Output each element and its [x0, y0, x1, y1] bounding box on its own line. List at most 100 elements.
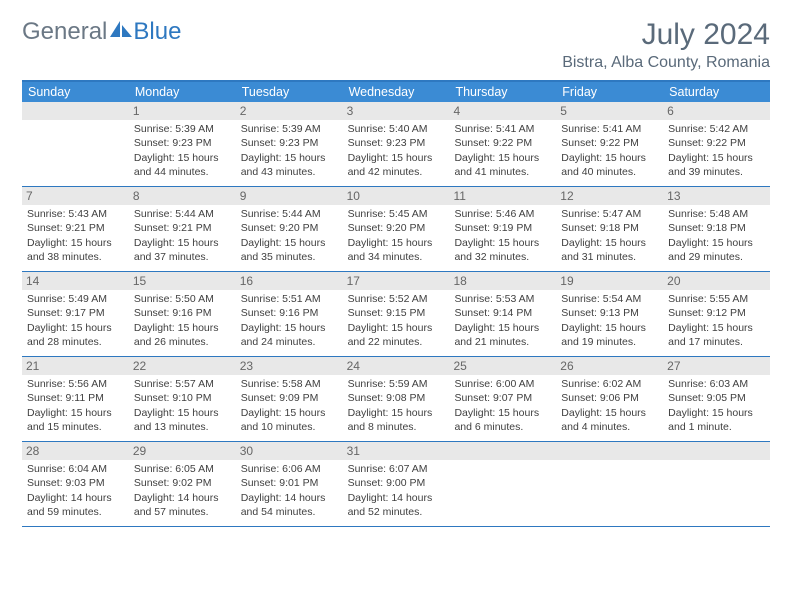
sunset-line: Sunset: 9:21 PM [27, 221, 124, 235]
day-number: 31 [343, 442, 450, 460]
sunset-line: Sunset: 9:10 PM [134, 391, 231, 405]
daylight-line: Daylight: 15 hours and 42 minutes. [348, 151, 445, 179]
sunset-line: Sunset: 9:09 PM [241, 391, 338, 405]
sunset-line: Sunset: 9:22 PM [561, 136, 658, 150]
day-number: 25 [449, 357, 556, 375]
sunset-line: Sunset: 9:18 PM [668, 221, 765, 235]
sunrise-line: Sunrise: 5:41 AM [561, 122, 658, 136]
sunset-line: Sunset: 9:16 PM [241, 306, 338, 320]
sunrise-line: Sunrise: 5:39 AM [134, 122, 231, 136]
day-number: 3 [343, 102, 450, 120]
calendar-grid: SundayMondayTuesdayWednesdayThursdayFrid… [22, 80, 770, 527]
week-row: 7Sunrise: 5:43 AMSunset: 9:21 PMDaylight… [22, 187, 770, 272]
daylight-line: Daylight: 15 hours and 39 minutes. [668, 151, 765, 179]
sunset-line: Sunset: 9:20 PM [348, 221, 445, 235]
day-cell: 27Sunrise: 6:03 AMSunset: 9:05 PMDayligh… [663, 357, 770, 441]
daylight-line: Daylight: 15 hours and 40 minutes. [561, 151, 658, 179]
day-cell: 28Sunrise: 6:04 AMSunset: 9:03 PMDayligh… [22, 442, 129, 526]
day-cell: 13Sunrise: 5:48 AMSunset: 9:18 PMDayligh… [663, 187, 770, 271]
day-number: 20 [663, 272, 770, 290]
day-cell: 2Sunrise: 5:39 AMSunset: 9:23 PMDaylight… [236, 102, 343, 186]
sunrise-line: Sunrise: 5:44 AM [134, 207, 231, 221]
sunrise-line: Sunrise: 6:03 AM [668, 377, 765, 391]
day-number: 19 [556, 272, 663, 290]
day-number: 6 [663, 102, 770, 120]
day-number: 8 [129, 187, 236, 205]
sunset-line: Sunset: 9:11 PM [27, 391, 124, 405]
sunset-line: Sunset: 9:23 PM [241, 136, 338, 150]
day-cell: 23Sunrise: 5:58 AMSunset: 9:09 PMDayligh… [236, 357, 343, 441]
day-cell: 5Sunrise: 5:41 AMSunset: 9:22 PMDaylight… [556, 102, 663, 186]
day-cell: 15Sunrise: 5:50 AMSunset: 9:16 PMDayligh… [129, 272, 236, 356]
day-cell: 1Sunrise: 5:39 AMSunset: 9:23 PMDaylight… [129, 102, 236, 186]
sunset-line: Sunset: 9:12 PM [668, 306, 765, 320]
sunrise-line: Sunrise: 5:41 AM [454, 122, 551, 136]
sunrise-line: Sunrise: 6:00 AM [454, 377, 551, 391]
day-cell: 6Sunrise: 5:42 AMSunset: 9:22 PMDaylight… [663, 102, 770, 186]
sunset-line: Sunset: 9:18 PM [561, 221, 658, 235]
daylight-line: Daylight: 15 hours and 1 minute. [668, 406, 765, 434]
day-number: 30 [236, 442, 343, 460]
sunrise-line: Sunrise: 5:58 AM [241, 377, 338, 391]
day-cell: 16Sunrise: 5:51 AMSunset: 9:16 PMDayligh… [236, 272, 343, 356]
day-number: 22 [129, 357, 236, 375]
daylight-line: Daylight: 15 hours and 17 minutes. [668, 321, 765, 349]
daylight-line: Daylight: 15 hours and 6 minutes. [454, 406, 551, 434]
sunrise-line: Sunrise: 5:45 AM [348, 207, 445, 221]
sunset-line: Sunset: 9:20 PM [241, 221, 338, 235]
day-number: 18 [449, 272, 556, 290]
weekday-header: Friday [556, 82, 663, 102]
title-block: July 2024 Bistra, Alba County, Romania [562, 18, 770, 72]
day-number: 10 [343, 187, 450, 205]
sunrise-line: Sunrise: 5:51 AM [241, 292, 338, 306]
weekday-header: Sunday [22, 82, 129, 102]
week-row: 1Sunrise: 5:39 AMSunset: 9:23 PMDaylight… [22, 102, 770, 187]
weekday-header: Monday [129, 82, 236, 102]
day-number: 16 [236, 272, 343, 290]
weekday-header: Saturday [663, 82, 770, 102]
day-cell: 21Sunrise: 5:56 AMSunset: 9:11 PMDayligh… [22, 357, 129, 441]
day-number: 4 [449, 102, 556, 120]
day-cell: 24Sunrise: 5:59 AMSunset: 9:08 PMDayligh… [343, 357, 450, 441]
logo-sail-icon [110, 18, 132, 46]
sunrise-line: Sunrise: 5:42 AM [668, 122, 765, 136]
page-header: General Blue July 2024 Bistra, Alba Coun… [22, 18, 770, 72]
daylight-line: Daylight: 15 hours and 44 minutes. [134, 151, 231, 179]
day-number: 29 [129, 442, 236, 460]
day-cell: 10Sunrise: 5:45 AMSunset: 9:20 PMDayligh… [343, 187, 450, 271]
weekday-header: Tuesday [236, 82, 343, 102]
day-number: 9 [236, 187, 343, 205]
day-cell: 18Sunrise: 5:53 AMSunset: 9:14 PMDayligh… [449, 272, 556, 356]
sunset-line: Sunset: 9:05 PM [668, 391, 765, 405]
sunset-line: Sunset: 9:14 PM [454, 306, 551, 320]
daylight-line: Daylight: 15 hours and 15 minutes. [27, 406, 124, 434]
daylight-line: Daylight: 14 hours and 54 minutes. [241, 491, 338, 519]
day-cell: 19Sunrise: 5:54 AMSunset: 9:13 PMDayligh… [556, 272, 663, 356]
daylight-line: Daylight: 15 hours and 41 minutes. [454, 151, 551, 179]
sunrise-line: Sunrise: 5:46 AM [454, 207, 551, 221]
sunset-line: Sunset: 9:15 PM [348, 306, 445, 320]
weekday-header: Thursday [449, 82, 556, 102]
daylight-line: Daylight: 15 hours and 8 minutes. [348, 406, 445, 434]
sunset-line: Sunset: 9:00 PM [348, 476, 445, 490]
daylight-line: Daylight: 15 hours and 22 minutes. [348, 321, 445, 349]
week-row: 14Sunrise: 5:49 AMSunset: 9:17 PMDayligh… [22, 272, 770, 357]
day-cell: 11Sunrise: 5:46 AMSunset: 9:19 PMDayligh… [449, 187, 556, 271]
sunset-line: Sunset: 9:16 PM [134, 306, 231, 320]
sunrise-line: Sunrise: 5:55 AM [668, 292, 765, 306]
day-number [556, 442, 663, 460]
sunrise-line: Sunrise: 5:59 AM [348, 377, 445, 391]
day-number: 21 [22, 357, 129, 375]
weekday-header-row: SundayMondayTuesdayWednesdayThursdayFrid… [22, 82, 770, 102]
daylight-line: Daylight: 15 hours and 26 minutes. [134, 321, 231, 349]
sunrise-line: Sunrise: 5:44 AM [241, 207, 338, 221]
daylight-line: Daylight: 15 hours and 37 minutes. [134, 236, 231, 264]
daylight-line: Daylight: 15 hours and 38 minutes. [27, 236, 124, 264]
sunset-line: Sunset: 9:21 PM [134, 221, 231, 235]
daylight-line: Daylight: 15 hours and 10 minutes. [241, 406, 338, 434]
sunrise-line: Sunrise: 5:53 AM [454, 292, 551, 306]
day-cell [663, 442, 770, 526]
day-cell: 20 Sunrise: 5:55 AMSunset: 9:12 PMDayligh… [663, 272, 770, 356]
sunset-line: Sunset: 9:01 PM [241, 476, 338, 490]
day-cell [449, 442, 556, 526]
